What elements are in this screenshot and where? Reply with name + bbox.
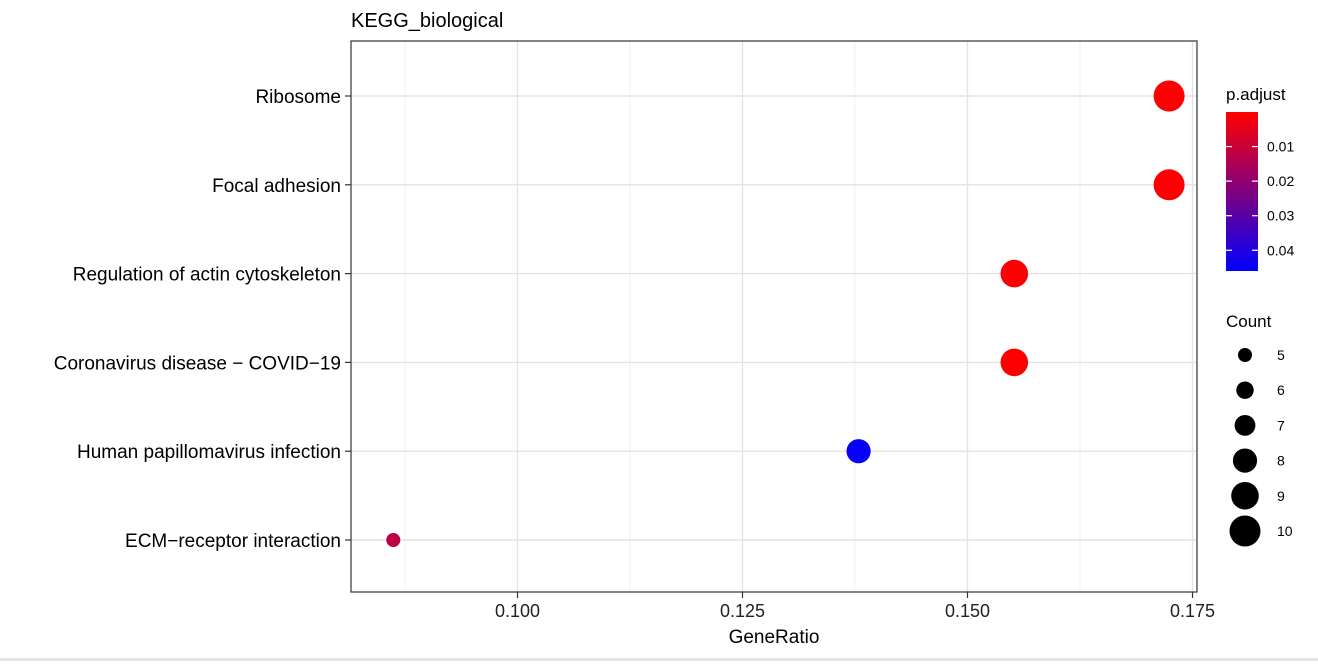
data-point — [1153, 169, 1185, 201]
chart-title: KEGG_biological — [351, 10, 503, 32]
size-legend: Count 5 6 7 8 9 10 — [1226, 312, 1293, 547]
x-axis-label: GeneRatio — [729, 627, 820, 648]
size-legend-title: Count — [1226, 312, 1272, 331]
size-legend-label: 6 — [1277, 382, 1285, 398]
x-tick-label: 0.125 — [720, 601, 765, 621]
size-legend-circle — [1231, 482, 1259, 510]
size-legend-circle — [1232, 448, 1258, 473]
panel-border — [350, 40, 1198, 593]
grid-layer — [351, 41, 1197, 592]
points-layer — [386, 80, 1185, 547]
y-tick-label: Ribosome — [255, 87, 341, 108]
size-legend-circle — [1236, 381, 1254, 399]
size-legend-circle — [1238, 348, 1252, 362]
size-legend-label: 9 — [1277, 488, 1285, 504]
y-tick-label: Regulation of actin cytoskeleton — [73, 265, 341, 286]
color-tick-label: 0.04 — [1267, 242, 1294, 258]
size-legend-label: 7 — [1277, 417, 1285, 433]
y-axis: Ribosome Focal adhesion Regulation of acti… — [54, 87, 351, 552]
y-tick-label: ECM−receptor interaction — [125, 531, 341, 552]
size-legend-circle — [1234, 415, 1256, 436]
color-tick-label: 0.03 — [1267, 208, 1294, 224]
size-legend-items: 5 6 7 8 9 10 — [1229, 347, 1293, 547]
y-tick-label: Coronavirus disease − COVID−19 — [54, 353, 341, 374]
data-point — [1000, 259, 1029, 288]
color-bar — [1226, 112, 1258, 271]
size-legend-label: 8 — [1277, 453, 1285, 469]
size-legend-circle — [1229, 515, 1261, 547]
panel-background — [351, 41, 1197, 592]
size-legend-label: 5 — [1277, 347, 1285, 363]
data-point — [1153, 80, 1185, 112]
bottom-rule — [0, 658, 1318, 661]
data-point — [846, 439, 871, 464]
color-tick-label: 0.01 — [1267, 139, 1294, 155]
x-tick-label: 0.150 — [945, 601, 990, 621]
color-tick-label: 0.02 — [1267, 173, 1294, 189]
color-legend: p.adjust 0.01 0.02 0.03 0.04 — [1226, 85, 1294, 271]
x-tick-label: 0.175 — [1170, 601, 1215, 621]
y-tick-label: Focal adhesion — [212, 176, 341, 197]
data-point — [1000, 348, 1029, 377]
x-tick-label: 0.100 — [495, 601, 540, 621]
y-tick-label: Human papillomavirus infection — [77, 442, 341, 463]
data-point — [386, 533, 401, 547]
size-legend-label: 10 — [1277, 523, 1293, 539]
color-legend-ticks: 0.01 0.02 0.03 0.04 — [1226, 139, 1294, 258]
color-legend-title: p.adjust — [1226, 85, 1286, 104]
x-axis: 0.100 0.125 0.150 0.175 — [495, 592, 1215, 621]
